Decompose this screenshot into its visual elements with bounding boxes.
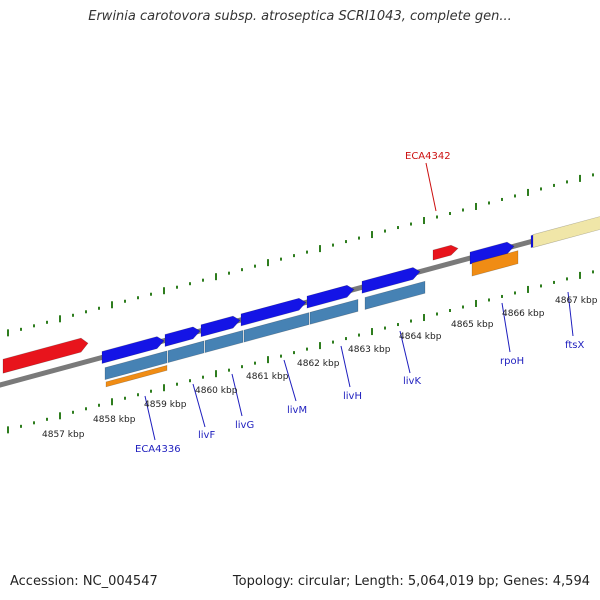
- leader-eca4342: [425, 162, 437, 212]
- gene-label-eca4342[interactable]: ECA4342: [405, 151, 451, 162]
- gene-arrow-5[interactable]: [306, 284, 355, 309]
- cds-bar-5[interactable]: [309, 298, 359, 325]
- gene-label-ftsx[interactable]: ftsX: [565, 340, 584, 351]
- cds-bar-3[interactable]: [204, 329, 244, 354]
- scale-label: 4862 kbp: [297, 359, 340, 369]
- leader-livh: [340, 345, 351, 388]
- ftsx-bar[interactable]: [532, 215, 600, 248]
- red-feature-left[interactable]: [2, 337, 89, 374]
- gene-label-rpoh[interactable]: rpoH: [500, 356, 524, 367]
- gene-label-livg[interactable]: livG: [235, 420, 254, 431]
- gene-labels[interactable]: ECA4336 livF livG livM livH livK rpoH ftsX ECA43…: [135, 151, 584, 455]
- gene-arrow-4[interactable]: [240, 297, 307, 327]
- cds-bar-2[interactable]: [167, 340, 205, 364]
- scale-label: 4867 kbp: [555, 296, 598, 306]
- feature-track[interactable]: [2, 215, 600, 388]
- scale-label: 4861 kbp: [246, 372, 289, 382]
- gene-arrow-2[interactable]: [164, 326, 201, 347]
- scale-label: 4859 kbp: [144, 400, 187, 410]
- gene-label-livh[interactable]: livH: [343, 391, 362, 402]
- leader-livk: [399, 330, 411, 374]
- scale-label: 4865 kbp: [451, 320, 494, 330]
- scale-label: 4863 kbp: [348, 345, 391, 355]
- map-title: Erwinia carotovora subsp. atroseptica SC…: [88, 9, 512, 24]
- leader-livf: [192, 383, 206, 428]
- scale-label: 4860 kbp: [195, 386, 238, 396]
- red-feature-eca4342[interactable]: [432, 244, 459, 261]
- gene-label-livf[interactable]: livF: [198, 430, 215, 441]
- gene-arrow-3[interactable]: [200, 315, 241, 338]
- genome-summary-text: Topology: circular; Length: 5,064,019 bp…: [232, 574, 590, 589]
- cds-bar-4[interactable]: [243, 312, 310, 343]
- accession-text: Accession: NC_004547: [10, 574, 158, 589]
- cds-bar-6[interactable]: [364, 280, 426, 310]
- leader-livm: [283, 359, 297, 402]
- scale-label: 4864 kbp: [399, 332, 442, 342]
- orange-bar-eca4336[interactable]: [105, 365, 168, 388]
- upper-tick-track: [7, 173, 594, 337]
- gene-label-livk[interactable]: livK: [403, 376, 421, 387]
- gene-arrow-1[interactable]: [101, 336, 165, 364]
- orange-bar-rpoh[interactable]: [471, 250, 519, 277]
- scale-label: 4858 kbp: [93, 415, 136, 425]
- leader-eca4336: [144, 395, 156, 441]
- gene-arrow-6[interactable]: [361, 267, 421, 294]
- lower-tick-track: [7, 270, 594, 434]
- scale-label: 4866 kbp: [502, 309, 545, 319]
- scale-labels: 4857 kbp 4858 kbp 4859 kbp 4860 kbp 4861 kbp…: [42, 296, 598, 440]
- leader-rpoh: [501, 302, 511, 353]
- leader-ftsx: [567, 291, 574, 337]
- gene-arrow-7[interactable]: [469, 241, 515, 265]
- gene-label-eca4336[interactable]: ECA4336: [135, 444, 181, 455]
- label-leader-lines: [144, 162, 574, 441]
- cds-bar-1[interactable]: [104, 350, 168, 381]
- leader-livg: [231, 373, 243, 417]
- scale-label: 4857 kbp: [42, 430, 85, 440]
- gene-label-livm[interactable]: livM: [287, 405, 307, 416]
